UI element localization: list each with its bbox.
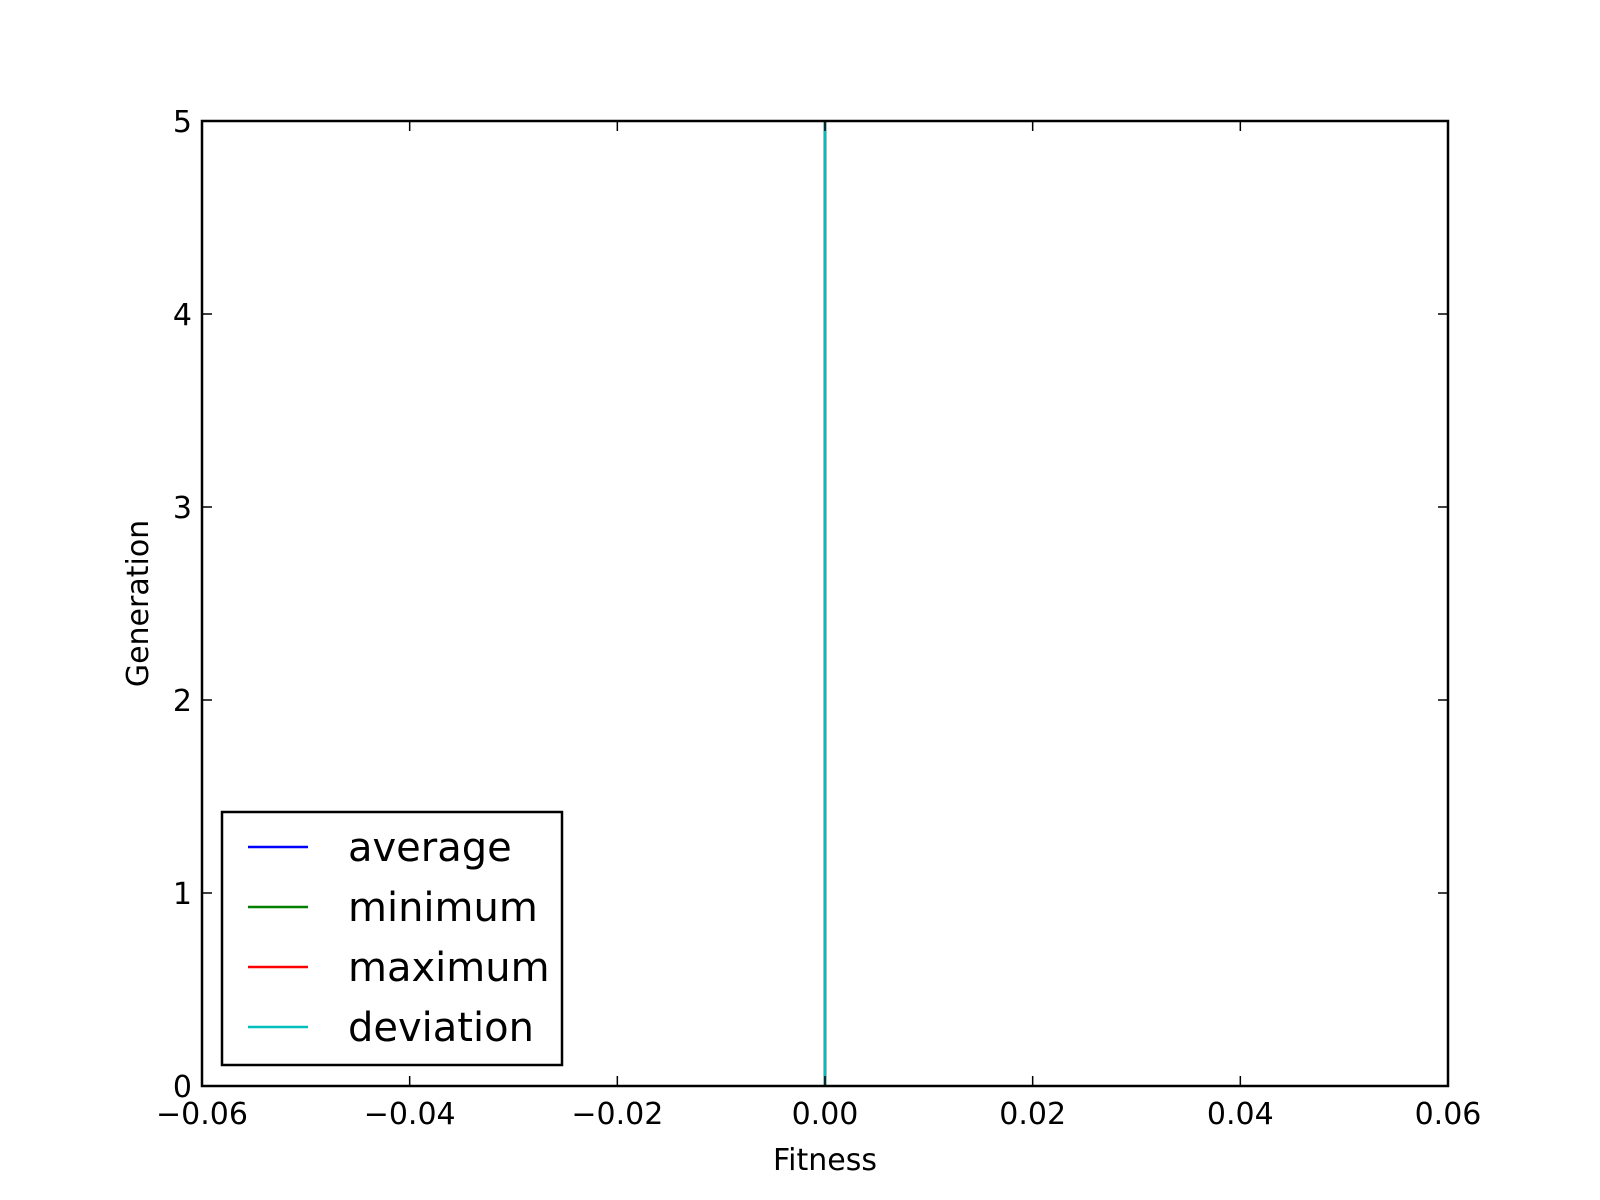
y-tick-label: 3 bbox=[173, 491, 192, 526]
legend-label-minimum: minimum bbox=[348, 885, 538, 931]
y-tick-label: 2 bbox=[173, 684, 192, 719]
legend: average minimum maximum deviation bbox=[220, 810, 564, 1067]
y-tick-label: 5 bbox=[173, 105, 192, 140]
y-tick-label: 1 bbox=[173, 877, 192, 912]
y-tick-label: 4 bbox=[173, 298, 192, 333]
x-tick-label: 0.04 bbox=[1207, 1097, 1274, 1132]
x-axis-label: Fitness bbox=[773, 1143, 877, 1178]
legend-label-deviation: deviation bbox=[348, 1005, 534, 1051]
x-tick-label: −0.02 bbox=[571, 1097, 663, 1132]
legend-label-maximum: maximum bbox=[348, 945, 550, 991]
y-axis-label: Generation bbox=[121, 520, 156, 687]
x-tick-label: 0.00 bbox=[792, 1097, 859, 1132]
x-tick-label: 0.02 bbox=[999, 1097, 1066, 1132]
y-tick-label: 0 bbox=[173, 1070, 192, 1105]
x-tick-label: −0.06 bbox=[156, 1097, 248, 1132]
x-tick-label: −0.04 bbox=[364, 1097, 456, 1132]
x-tick-label: 0.06 bbox=[1415, 1097, 1482, 1132]
ticks-layer: −0.06 −0.04 −0.02 0.00 0.02 0.04 0.06 0 1 2 3 4 5 bbox=[156, 105, 1481, 1132]
legend-label-average: average bbox=[348, 825, 512, 871]
legend-box bbox=[220, 810, 564, 1067]
